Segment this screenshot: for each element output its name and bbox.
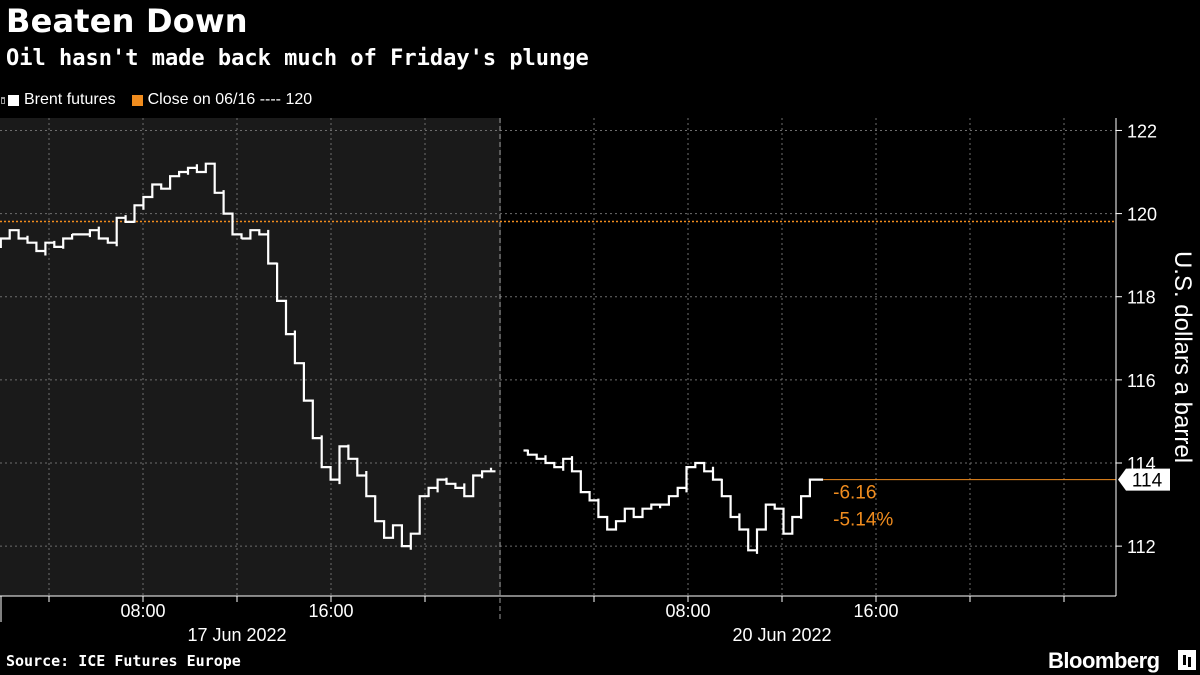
close-swatch-icon — [131, 94, 143, 106]
x-tick-label: 08:00 — [120, 601, 165, 621]
legend-item-close: Close on 06/16 ---- 120 — [131, 91, 313, 109]
bloomberg-logo: Bloomberg — [1048, 648, 1160, 673]
series-line-jun17 — [0, 162, 496, 550]
axes — [0, 118, 1122, 622]
x-tick-label: 08:00 — [665, 601, 710, 621]
legend-close-label: Close on 06/16 ---- 120 — [147, 91, 313, 108]
grid — [0, 118, 1116, 622]
x-date-label: 20 Jun 2022 — [732, 625, 831, 645]
y-axis-title: U.S. dollars a barrel — [1169, 251, 1196, 463]
x-tick-label: 16:00 — [853, 601, 898, 621]
change-label: -6.16 — [833, 483, 876, 504]
legend: Brent futures Close on 06/16 ---- 120 — [1, 90, 328, 110]
brent-swatch-icon — [1, 94, 19, 106]
y-tick-label: 116 — [1127, 371, 1156, 391]
chart-title: Beaten Down — [6, 2, 248, 40]
legend-item-brent: Brent futures — [1, 91, 116, 109]
series-line-jun20 — [523, 449, 824, 554]
y-tick-label: 112 — [1127, 537, 1156, 557]
session-shade — [0, 118, 501, 596]
last-value-label: 114 — [1132, 471, 1163, 492]
change-label: -5.14% — [833, 510, 893, 531]
legend-brent-label: Brent futures — [24, 91, 116, 108]
last-value-flag — [1118, 468, 1170, 491]
chart-subtitle: Oil hasn't made back much of Friday's pl… — [6, 46, 589, 71]
y-tick-label: 118 — [1127, 288, 1156, 308]
x-tick-label: 16:00 — [308, 601, 353, 621]
x-date-label: 17 Jun 2022 — [187, 625, 286, 645]
bloomberg-mark-icon — [1178, 650, 1196, 670]
y-tick-label: 120 — [1127, 205, 1157, 225]
y-tick-label: 122 — [1127, 121, 1157, 141]
source-note: Source: ICE Futures Europe — [6, 652, 241, 670]
labels: 112 114 116 118 120 122 08:00 16:00 08:00 16:00 17… — [120, 121, 1196, 645]
series-brent — [0, 162, 1116, 554]
